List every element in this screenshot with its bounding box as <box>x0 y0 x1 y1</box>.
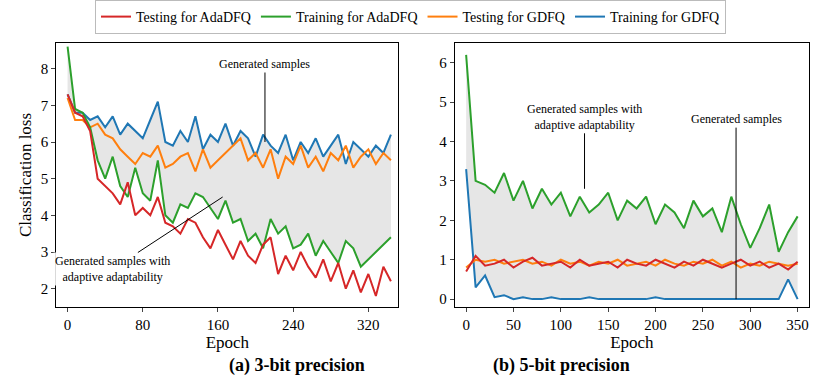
svg-text:0: 0 <box>462 317 470 333</box>
svg-text:Training for AdaDFQ: Training for AdaDFQ <box>296 10 418 25</box>
svg-text:8: 8 <box>41 61 49 77</box>
svg-text:2: 2 <box>41 281 49 297</box>
svg-text:6: 6 <box>439 55 447 71</box>
svg-text:Generated samples withadaptive: Generated samples withadaptive adaptabil… <box>55 254 170 284</box>
svg-text:320: 320 <box>357 317 380 333</box>
svg-text:4: 4 <box>41 208 49 224</box>
svg-text:0: 0 <box>64 317 72 333</box>
svg-text:5: 5 <box>439 94 447 110</box>
svg-text:Epoch: Epoch <box>206 333 250 352</box>
svg-text:Generated samples: Generated samples <box>691 112 782 126</box>
svg-text:100: 100 <box>550 317 573 333</box>
svg-text:Testing for AdaDFQ: Testing for AdaDFQ <box>136 10 251 25</box>
svg-text:3: 3 <box>41 244 49 260</box>
svg-text:250: 250 <box>692 317 715 333</box>
svg-text:0: 0 <box>439 291 447 307</box>
svg-text:200: 200 <box>644 317 667 333</box>
svg-text:Generated samples: Generated samples <box>219 57 310 71</box>
svg-text:6: 6 <box>41 134 49 150</box>
svg-text:Classification loss: Classification loss <box>16 113 35 237</box>
svg-text:1: 1 <box>439 252 447 268</box>
svg-text:7: 7 <box>41 98 49 114</box>
svg-text:2: 2 <box>439 213 447 229</box>
svg-text:50: 50 <box>506 317 521 333</box>
svg-text:Generated samples withadaptive: Generated samples withadaptive adaptabil… <box>527 102 642 132</box>
svg-text:80: 80 <box>135 317 150 333</box>
svg-text:Epoch: Epoch <box>610 333 654 352</box>
svg-text:160: 160 <box>207 317 230 333</box>
svg-text:(b) 5-bit precision: (b) 5-bit precision <box>493 355 630 376</box>
svg-text:(a) 3-bit precision: (a) 3-bit precision <box>229 355 365 376</box>
svg-text:150: 150 <box>597 317 620 333</box>
svg-text:3: 3 <box>439 173 447 189</box>
svg-text:Testing for GDFQ: Testing for GDFQ <box>463 10 565 25</box>
svg-text:300: 300 <box>739 317 762 333</box>
svg-text:4: 4 <box>439 134 447 150</box>
svg-text:240: 240 <box>282 317 305 333</box>
svg-text:5: 5 <box>41 171 49 187</box>
svg-text:Training for GDFQ: Training for GDFQ <box>610 10 719 25</box>
svg-text:350: 350 <box>786 317 809 333</box>
